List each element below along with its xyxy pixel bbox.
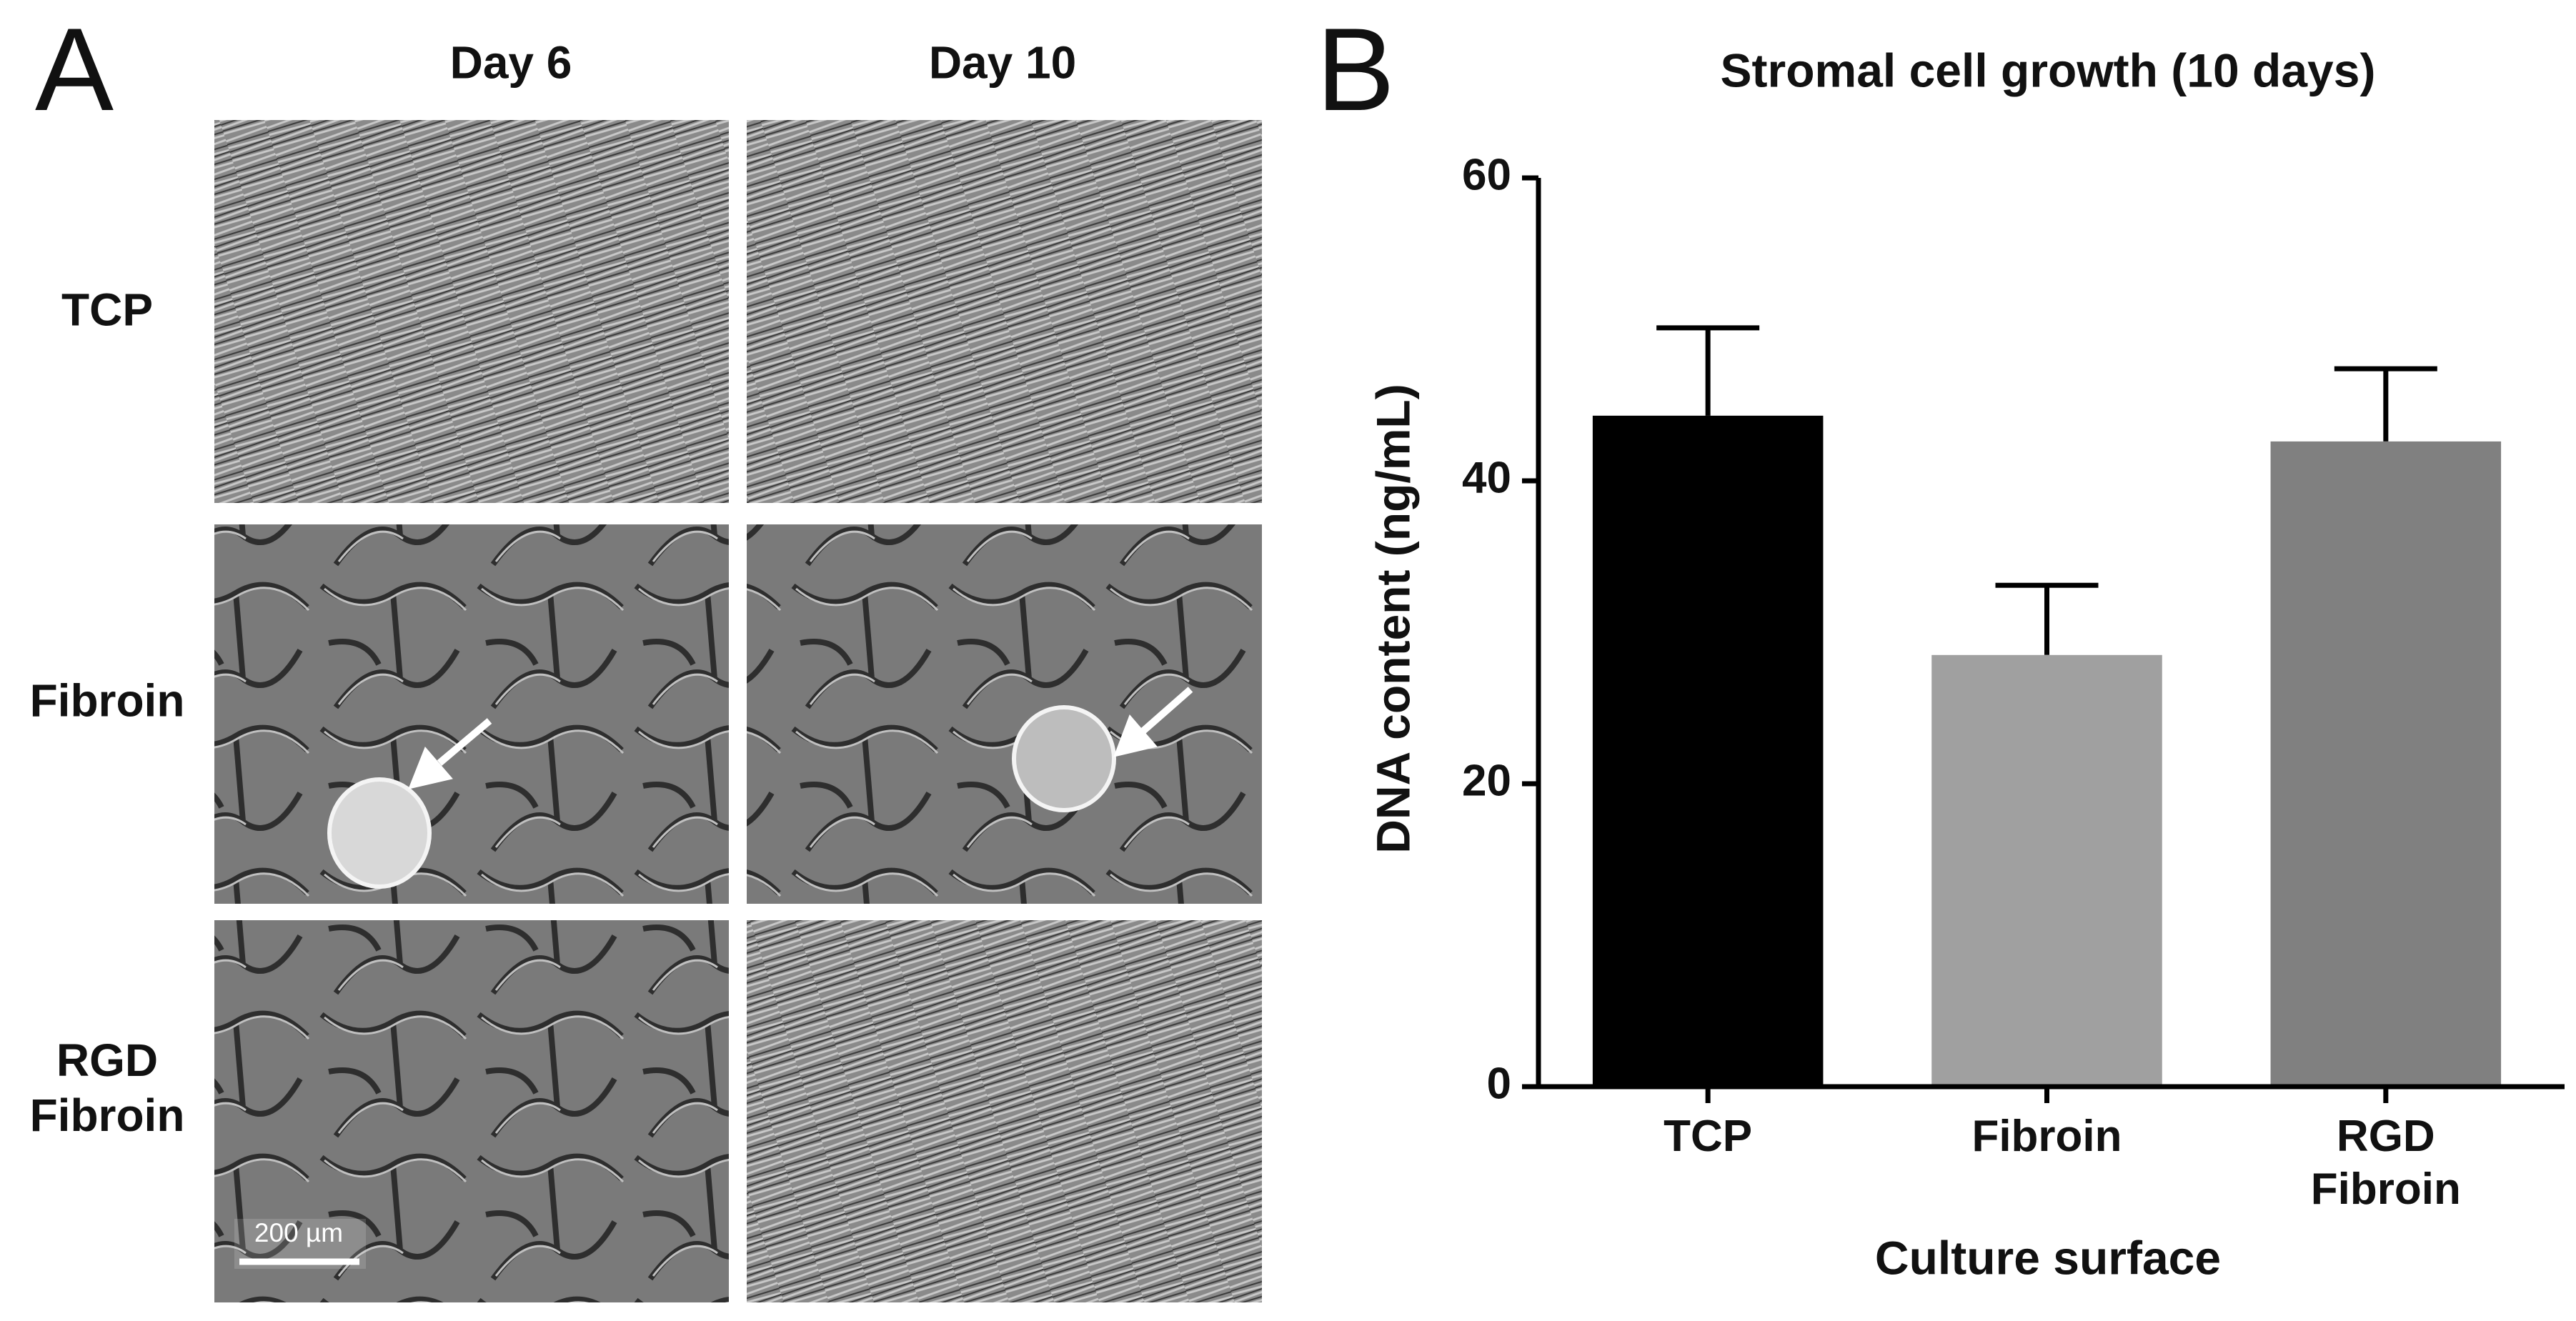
panel-label: B [1316, 4, 1396, 135]
x-tick-label: RGD Fibroin [2310, 1112, 2461, 1215]
arrows [408, 687, 1193, 789]
column-label: Day 10 [928, 36, 1077, 89]
bar [1931, 654, 2162, 1087]
y-tick-label: 40 [1462, 453, 1511, 502]
x-tick-label: TCP [1664, 1112, 1753, 1161]
cell-aggregate [327, 777, 432, 889]
y-tick-label: 60 [1462, 150, 1511, 199]
micrograph [214, 524, 729, 904]
row-label: RGD Fibroin [29, 1035, 185, 1141]
x-tick-label: Fibroin [1971, 1112, 2122, 1161]
bar [1592, 415, 1824, 1087]
micrograph [747, 120, 1262, 503]
micrograph [214, 120, 729, 503]
chart-title: Stromal cell growth (10 days) [1721, 44, 2376, 96]
y-axis-label: DNA content (ng/mL) [1366, 384, 1420, 854]
micrograph [214, 920, 729, 1302]
scale-bar-label: 200 µm [254, 1218, 343, 1247]
row-label: Fibroin [29, 674, 185, 727]
micrograph [747, 920, 1262, 1302]
x-axis-label: Culture surface [1874, 1231, 2222, 1285]
cell-aggregate [1012, 705, 1116, 812]
row-label: TCP [61, 284, 153, 336]
y-tick-label: 20 [1462, 756, 1511, 805]
y-tick-label: 0 [1487, 1059, 1511, 1108]
micrograph [747, 524, 1262, 904]
panel-label: A [34, 4, 114, 135]
bar [2270, 441, 2502, 1087]
micrographs: 200 µm [214, 120, 1262, 1302]
column-label: Day 6 [449, 36, 572, 89]
